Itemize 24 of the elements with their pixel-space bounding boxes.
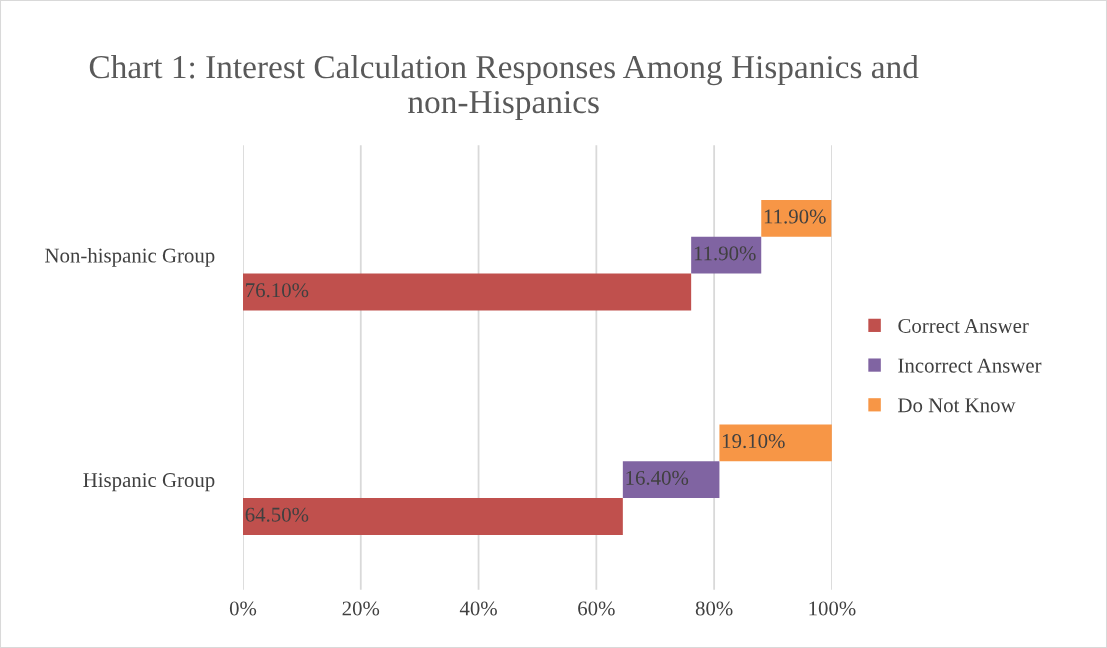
bar (761, 199, 832, 237)
x-tick-label: 40% (459, 601, 497, 616)
x-tick-label: 100% (809, 601, 856, 616)
y-tick-label: Hispanic Group (83, 473, 215, 492)
data-label: 19.10% (723, 434, 785, 449)
x-tick-label: 80% (695, 601, 733, 616)
x-tick-label: 60% (578, 601, 615, 616)
data-label: 64.50% (245, 507, 309, 522)
data-label: 16.40% (626, 470, 689, 485)
legend-label: Do Not Know (898, 398, 1016, 413)
legend-label: Incorrect Answer (898, 358, 1042, 373)
chart-title: Chart 1: Interest Calculation Responses Among Hispanics and non-Hispanics (89, 54, 919, 121)
legend-label: Correct Answer (898, 318, 1029, 333)
data-label: 11.90% (764, 209, 826, 224)
y-tick-label: Non-hispanic Group (45, 247, 215, 267)
bar (691, 236, 762, 274)
x-tick-label: 0% (229, 601, 257, 616)
bar (622, 461, 720, 499)
bar (719, 424, 832, 462)
bar (242, 498, 623, 535)
x-tick-label: 20% (342, 601, 380, 616)
data-label: 11.90% (694, 246, 756, 261)
bar (242, 273, 692, 311)
data-label: 76.10% (246, 283, 309, 298)
